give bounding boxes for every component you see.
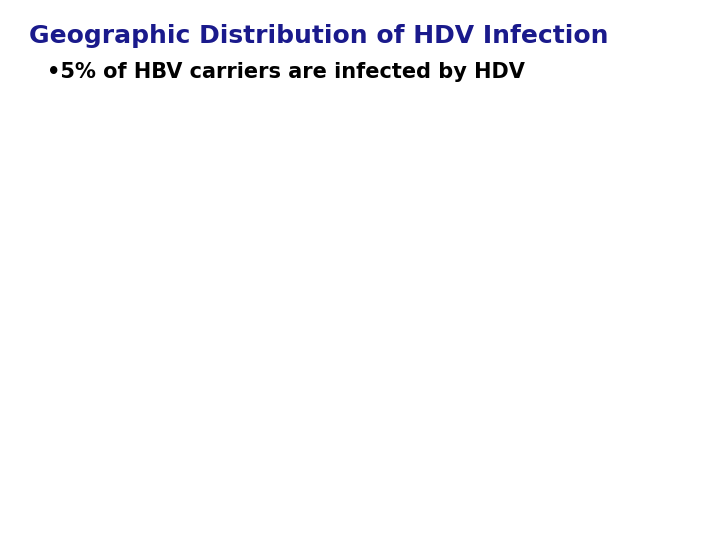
Text: •5% of HBV carriers are infected by HDV: •5% of HBV carriers are infected by HDV: [47, 62, 525, 82]
Text: Geographic Distribution of HDV Infection: Geographic Distribution of HDV Infection: [29, 24, 608, 48]
